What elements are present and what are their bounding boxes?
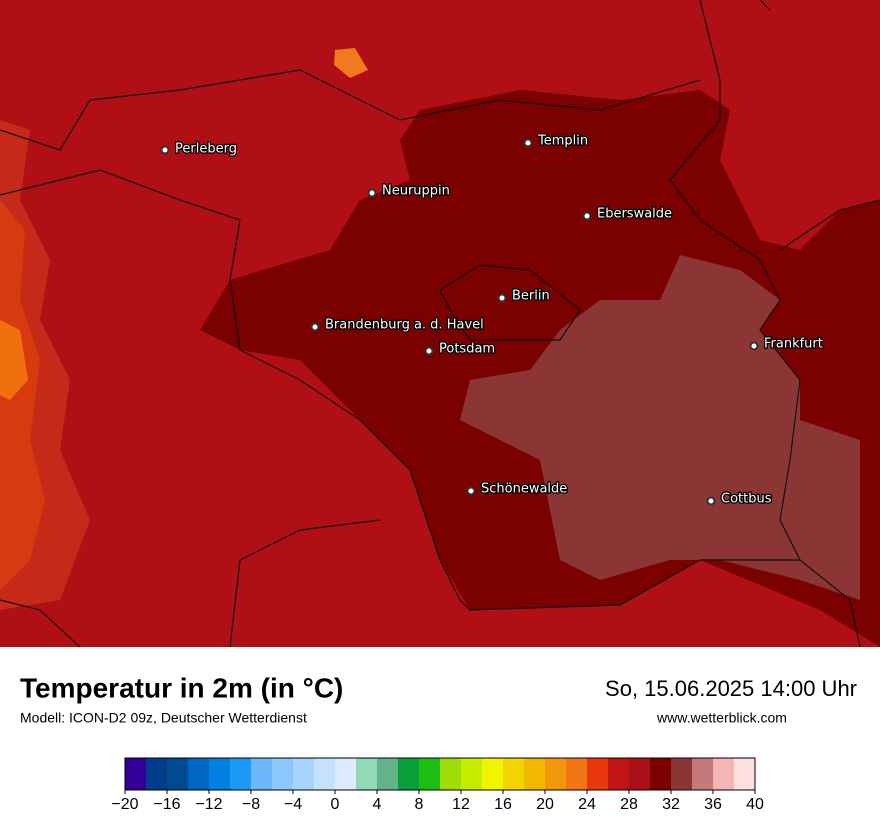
colorbar-tick-label: 16 — [494, 796, 512, 813]
colorbar-bin — [713, 758, 735, 790]
colorbar-bin — [293, 758, 315, 790]
city-label: Cottbus — [721, 492, 772, 507]
colorbar-bin — [692, 758, 714, 790]
colorbar-tick-label: 24 — [578, 796, 596, 813]
colorbar-bin — [146, 758, 168, 790]
colorbar-bin — [566, 758, 588, 790]
colorbar-bin — [440, 758, 462, 790]
city-marker — [310, 322, 320, 332]
city-marker — [706, 496, 716, 506]
city-label: Neuruppin — [382, 184, 450, 199]
city-marker — [160, 145, 170, 155]
colorbar-bin — [629, 758, 651, 790]
colorbar-tick-label: 40 — [746, 796, 764, 813]
colorbar-tick-label: 12 — [452, 796, 470, 813]
colorbar-tick-label: 4 — [373, 796, 382, 813]
subtitle: Modell: ICON-D2 09z, Deutscher Wetterdie… — [20, 710, 307, 726]
colorbar-tick-label: 36 — [704, 796, 722, 813]
colorbar-tick-label: −8 — [242, 796, 260, 813]
colorbar-bin — [650, 758, 672, 790]
colorbar-bin — [188, 758, 210, 790]
colorbar-bin — [671, 758, 693, 790]
city-label: Schönewalde — [481, 482, 567, 497]
colorbar-bin — [461, 758, 483, 790]
colorbar-bin — [209, 758, 231, 790]
colorbar-bin — [419, 758, 441, 790]
colorbar-bin — [167, 758, 189, 790]
colorbar-bin — [734, 758, 756, 790]
borders — [0, 0, 880, 648]
cities: Perleberg Templin Neuruppin Eberswalde B… — [160, 132, 824, 508]
very-hot-region — [460, 255, 860, 600]
colorbar-bin — [545, 758, 567, 790]
city-label: Brandenburg a. d. Havel — [325, 318, 484, 333]
website[interactable]: www.wetterblick.com — [656, 710, 787, 726]
colorbar-tick-label: 28 — [620, 796, 638, 813]
colorbar-tick-label: −16 — [153, 796, 180, 813]
colorbar-tick-label: −20 — [111, 796, 138, 813]
colorbar-tick-label: 8 — [415, 796, 424, 813]
colorbar-bin — [356, 758, 378, 790]
city-label: Templin — [537, 134, 588, 149]
colorbar-bin — [251, 758, 273, 790]
colorbar-bin — [335, 758, 357, 790]
map — [0, 0, 880, 648]
city-marker — [424, 346, 434, 356]
colorbar-bin — [377, 758, 399, 790]
city-label: Berlin — [512, 289, 550, 304]
hot-spot — [334, 48, 368, 78]
colorbar-tick-label: −12 — [195, 796, 222, 813]
colorbar-bin — [272, 758, 294, 790]
colorbar-tick-label: 20 — [536, 796, 554, 813]
city-marker — [582, 211, 592, 221]
date: So, 15.06.2025 14:00 Uhr — [605, 676, 857, 701]
colorbar-bin — [608, 758, 630, 790]
colorbar: −20 −16 −12 −8 −4 0 4 8 12 16 20 24 28 32 36 40 — [111, 757, 764, 813]
city-marker — [749, 341, 759, 351]
colorbar-bin — [230, 758, 252, 790]
colorbar-bin — [398, 758, 420, 790]
colorbar-bin — [125, 758, 147, 790]
city-label: Frankfurt — [764, 337, 823, 352]
colorbar-bin — [524, 758, 546, 790]
colorbar-bin — [503, 758, 525, 790]
colorbar-bin — [314, 758, 336, 790]
colorbar-bin — [587, 758, 609, 790]
city-marker — [523, 138, 533, 148]
city-marker — [497, 293, 507, 303]
colorbar-tick-label: 32 — [662, 796, 680, 813]
hot-spot — [0, 320, 28, 400]
colorbar-tick-label: −4 — [284, 796, 302, 813]
colorbar-tick-label: 0 — [331, 796, 340, 813]
city-label: Eberswalde — [597, 207, 672, 222]
city-marker — [367, 188, 377, 198]
title: Temperatur in 2m (in °C) — [20, 672, 343, 703]
city-label: Potsdam — [439, 342, 495, 357]
colorbar-bin — [482, 758, 504, 790]
city-marker — [466, 486, 476, 496]
city-label: Perleberg — [175, 142, 237, 157]
colorbar-frame — [124, 757, 756, 791]
warm-region — [0, 200, 45, 590]
